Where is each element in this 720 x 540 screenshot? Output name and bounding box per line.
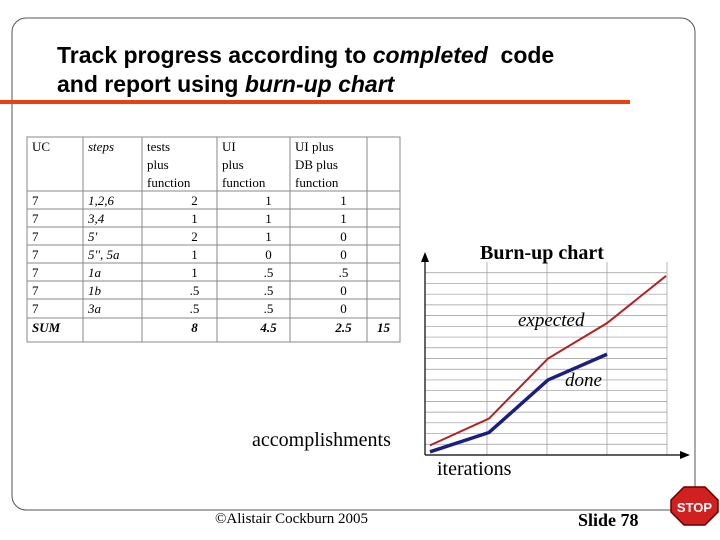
slide-title: and report using burn-up chart — [57, 71, 396, 97]
table-cell: .5 — [190, 301, 200, 316]
y-axis-label: accomplishments — [252, 429, 391, 451]
table-cell: 2 — [191, 229, 198, 244]
table-cell: 7 — [32, 229, 39, 244]
header-cell: UI plus — [295, 139, 334, 154]
table-cell: 1 — [191, 247, 198, 262]
slide-title: Track progress according to completed co… — [57, 42, 554, 68]
table-cell: 15 — [377, 320, 391, 335]
table-cell: 7 — [32, 211, 39, 226]
table-cell: 1,2,6 — [88, 193, 115, 208]
table-cell: .5 — [264, 301, 274, 316]
table-cell: 3a — [87, 301, 102, 316]
table-cell: 0 — [265, 247, 272, 262]
title-part: and report using — [57, 71, 245, 97]
chart: Burn-up chart expected done accomplishments… — [252, 242, 690, 480]
table-cell: 1 — [340, 193, 347, 208]
title-part: burn-up chart — [245, 71, 396, 97]
table-cell: 0 — [340, 229, 347, 244]
table-cell: 0 — [340, 247, 347, 262]
header-cell: function — [295, 175, 339, 190]
stop-octagon — [670, 486, 719, 526]
table-cell: 4.5 — [259, 320, 277, 335]
header-cell: tests — [147, 139, 170, 154]
header-cell: plus — [147, 157, 169, 172]
table-cell: 1a — [88, 265, 102, 280]
header-cell: function — [147, 175, 191, 190]
y-arrow — [421, 252, 429, 262]
table-cell: SUM — [32, 320, 61, 335]
table-cell: 7 — [32, 283, 39, 298]
table-cell: 1 — [340, 211, 347, 226]
table-cell: 1b — [88, 283, 102, 298]
table-cell: 1 — [265, 229, 272, 244]
series-line — [429, 352, 608, 454]
series-label: expected — [518, 310, 585, 331]
table-cell: 1 — [191, 211, 198, 226]
header-cell: steps — [88, 139, 114, 154]
slide-border — [11, 17, 696, 511]
table-border — [26, 136, 401, 343]
header-cell: plus — [222, 157, 244, 172]
table-cell: 1 — [265, 211, 272, 226]
table-cell: 2 — [191, 193, 198, 208]
header-cell: UI — [222, 139, 236, 154]
table-cell: 3,4 — [87, 211, 105, 226]
table-cell: 7 — [32, 301, 39, 316]
table-cell: 8 — [191, 320, 198, 335]
header-cell: DB plus — [295, 157, 338, 172]
table-cell: .5 — [339, 265, 349, 280]
series-line — [429, 275, 667, 447]
table-cell: 7 — [32, 265, 39, 280]
title-part: code — [488, 42, 554, 68]
stop-sign: STOP — [670, 486, 719, 526]
slide-number: Slide 78 — [578, 510, 639, 530]
table-cell: 5'', 5a — [88, 247, 120, 262]
table-cell: .5 — [264, 283, 274, 298]
table-cell: 1 — [265, 193, 272, 208]
chart-title: Burn-up chart — [480, 242, 604, 264]
title-part: completed — [373, 42, 489, 68]
series-label: done — [565, 370, 602, 391]
x-arrow — [680, 451, 690, 459]
table-cell: 5' — [88, 229, 98, 244]
table-cell: 7 — [32, 247, 39, 262]
copyright: ©Alistair Cockburn 2005 — [215, 511, 368, 527]
header-cell: function — [222, 175, 266, 190]
table: UC steps tests plus function UI plus function UI… — [26, 136, 401, 343]
x-axis-label: iterations — [437, 458, 512, 480]
table-cell: 7 — [32, 193, 39, 208]
table-cell: .5 — [190, 283, 200, 298]
stop-text: STOP — [677, 500, 712, 515]
table-cell: .5 — [264, 265, 274, 280]
header-cell: UC — [32, 139, 50, 154]
table-cell: 1 — [191, 265, 198, 280]
table-cell: 2.5 — [334, 320, 352, 335]
table-cell: 0 — [340, 301, 347, 316]
table-cell: 0 — [340, 283, 347, 298]
title-part: Track progress according to — [57, 42, 373, 68]
